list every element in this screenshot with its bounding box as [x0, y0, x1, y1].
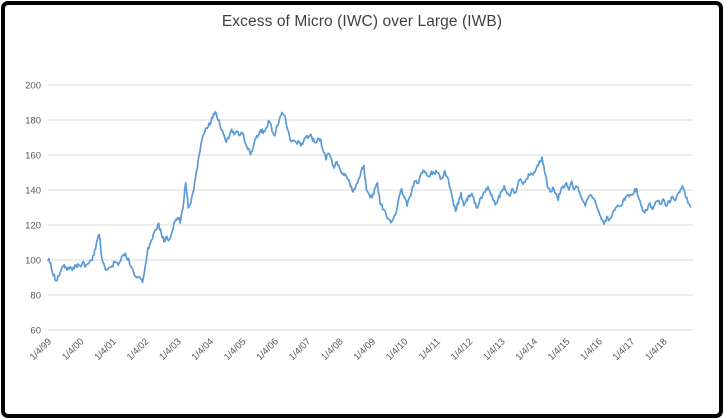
x-axis-tick-label: 1/4/18	[643, 336, 669, 362]
chart-title: Excess of Micro (IWC) over Large (IWB)	[221, 13, 503, 30]
x-axis-tick-label: 1/4/14	[514, 336, 540, 362]
x-axis-tick-label: 1/4/15	[546, 336, 572, 362]
x-axis-tick-label: 1/4/12	[449, 336, 475, 362]
x-axis-tick-label: 1/4/08	[319, 336, 345, 362]
x-axis-tick-label: 1/4/99	[28, 336, 54, 362]
x-axis-tick-label: 1/4/07	[287, 336, 313, 362]
x-axis-tick-label: 1/4/00	[60, 336, 86, 362]
x-axis-tick-label: 1/4/10	[384, 336, 410, 362]
y-axis-tick-label: 120	[25, 221, 41, 232]
y-axis-tick-label: 180	[25, 116, 41, 127]
x-axis-tick-label: 1/4/03	[157, 336, 183, 362]
x-axis-tick-label: 1/4/16	[578, 336, 604, 362]
y-axis-tick-label: 100	[25, 256, 41, 267]
y-axis-tick-label: 160	[25, 151, 41, 162]
series-line-micro-over-large	[47, 110, 692, 284]
x-axis-tick-label: 1/4/04	[190, 336, 216, 362]
x-axis-tick-label: 1/4/11	[417, 336, 443, 362]
x-axis-tick-label: 1/4/01	[92, 336, 118, 362]
x-axis-tick-label: 1/4/02	[125, 336, 151, 362]
y-axis-tick-label: 60	[30, 326, 41, 337]
y-axis-tick-label: 140	[25, 186, 41, 197]
x-axis-tick-label: 1/4/09	[352, 336, 378, 362]
x-axis-tick-label: 1/4/05	[222, 336, 248, 362]
x-axis-tick-label: 1/4/17	[611, 336, 637, 362]
y-axis-tick-label: 200	[25, 81, 41, 92]
x-axis-tick-label: 1/4/06	[254, 336, 280, 362]
y-axis-tick-label: 80	[30, 291, 41, 302]
x-axis-tick-label: 1/4/13	[481, 336, 507, 362]
